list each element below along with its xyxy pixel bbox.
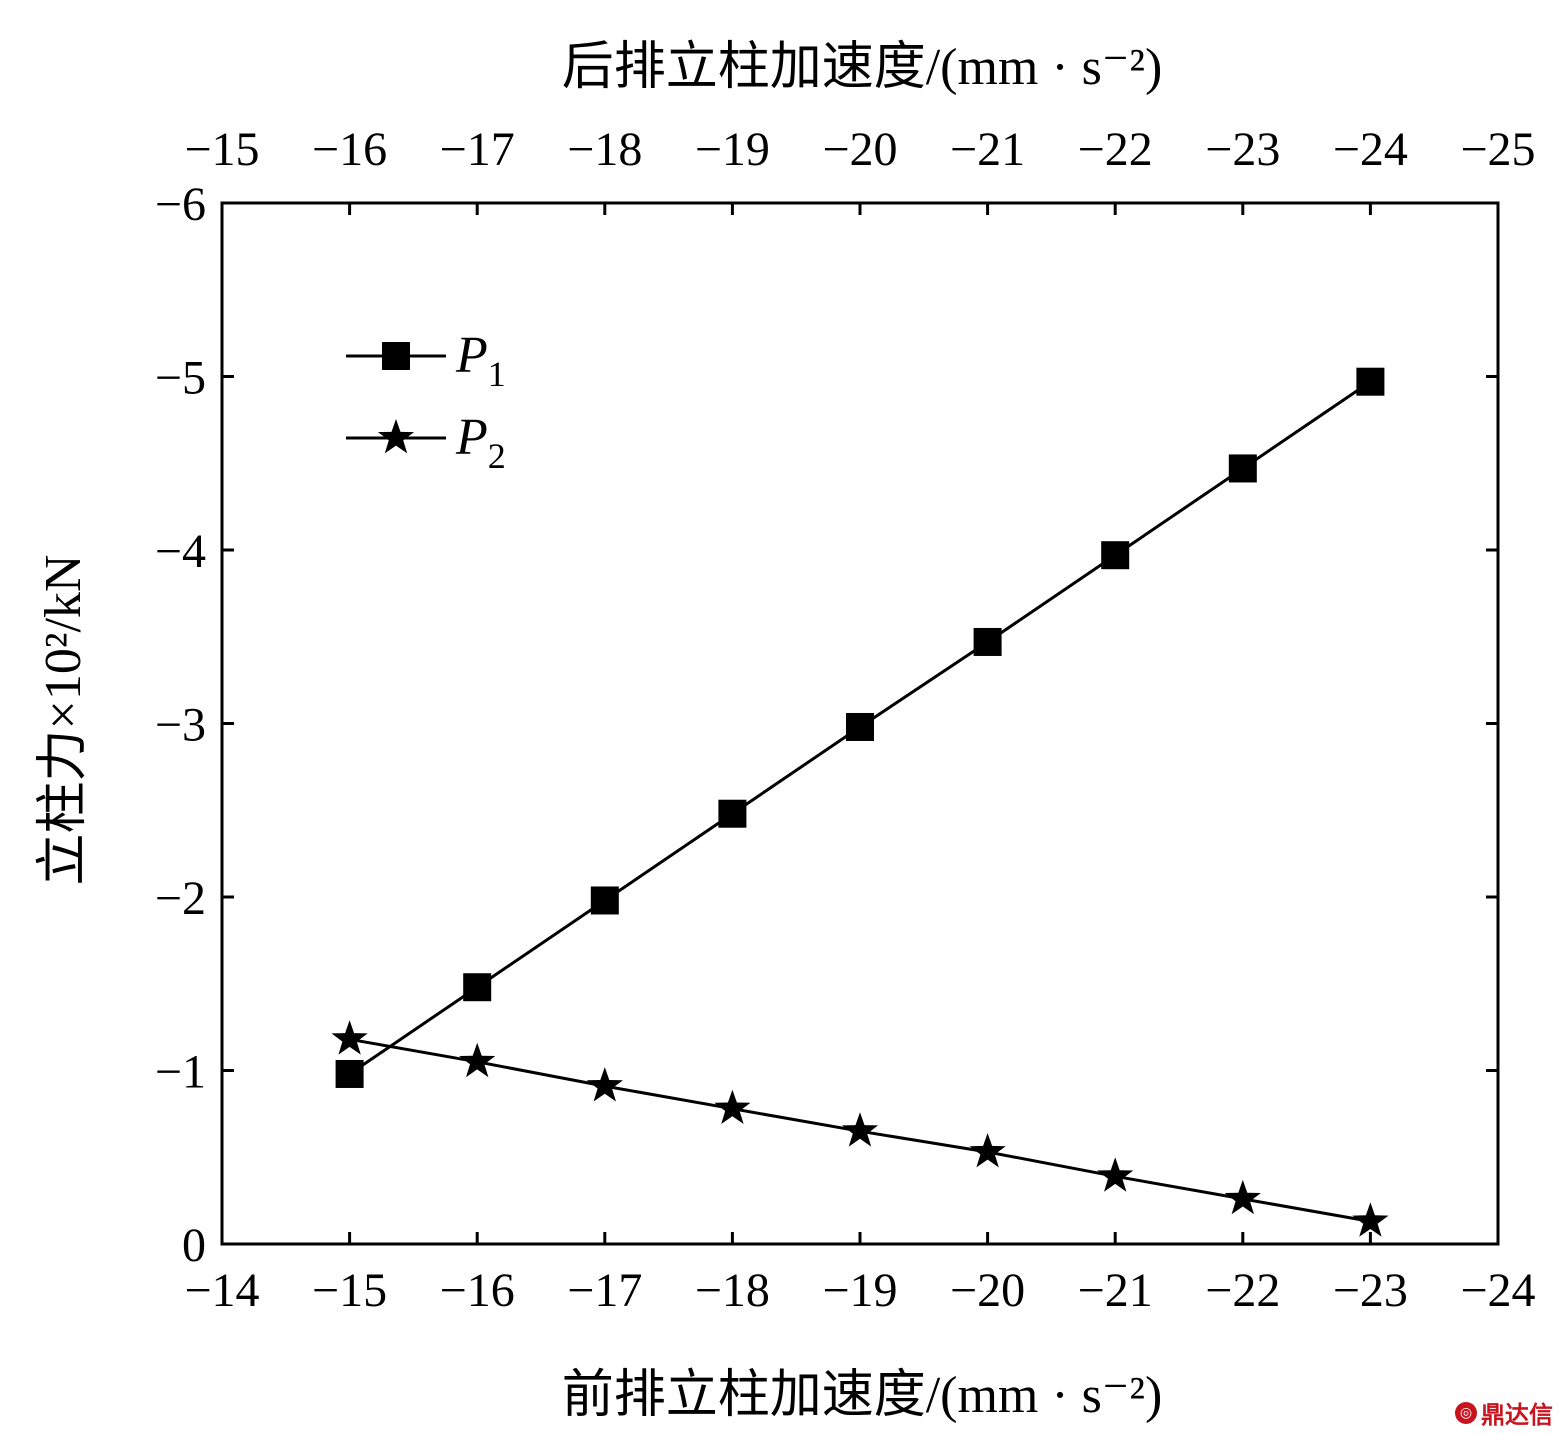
data-series — [331, 367, 1389, 1237]
data-point-P1 — [463, 973, 492, 1002]
data-point-P1 — [973, 627, 1002, 656]
data-point-P1 — [590, 886, 619, 915]
legend-item-P1: P1 — [346, 327, 506, 394]
data-point-P1 — [1228, 454, 1257, 483]
data-point-P2 — [586, 1067, 623, 1102]
x2-tick-label: −19 — [695, 123, 770, 176]
watermark-text: 鼎达信 — [1481, 1401, 1553, 1429]
watermark: ◎ 鼎达信 — [1455, 1395, 1553, 1430]
y-tick-label: −5 — [155, 352, 206, 405]
logo-icon: ◎ — [1455, 1401, 1477, 1424]
y-tick-label: −6 — [155, 178, 206, 231]
axis-tick-labels: −14 −15 −16 −17 −18 −19 −20 −21 −22 −23 −24−15 −16−… — [155, 123, 1536, 1317]
y-axis-title: 立柱力×10²/kN — [35, 555, 92, 886]
series-P1 — [335, 367, 1385, 1088]
x-tick-label: −20 — [950, 1264, 1025, 1317]
data-point-P2 — [969, 1133, 1006, 1168]
x-tick-label: −24 — [1460, 1264, 1535, 1317]
x2-tick-label: −22 — [1078, 123, 1153, 176]
x-tick-label: −19 — [822, 1264, 897, 1317]
x-tick-label: −15 — [312, 1264, 387, 1317]
data-point-P2 — [459, 1042, 496, 1078]
x2-tick-label: −23 — [1205, 123, 1280, 176]
data-point-P1 — [335, 1059, 364, 1088]
x-axis-title: 前排立柱加速度/(mm · s⁻²) — [562, 1367, 1163, 1424]
x2-tick-label: −15 — [184, 123, 259, 176]
axis-ticks — [220, 201, 1500, 1246]
x2-tick-label: −21 — [950, 123, 1025, 176]
y-tick-label: −3 — [155, 699, 206, 752]
data-point-P2 — [1352, 1202, 1389, 1237]
data-point-P1 — [718, 799, 747, 828]
x-tick-label: −14 — [184, 1264, 259, 1317]
x2-tick-label: −16 — [312, 123, 387, 176]
x-tick-label: −18 — [695, 1264, 770, 1317]
x2-tick-label: −17 — [440, 123, 515, 176]
data-point-P1 — [1356, 367, 1385, 396]
legend-marker — [377, 419, 415, 454]
x2-axis-title: 后排立柱加速度/(mm · s⁻²) — [562, 39, 1163, 96]
x-tick-label: −21 — [1078, 1264, 1153, 1317]
y-tick-label: 0 — [182, 1219, 206, 1272]
y-tick-label: −4 — [155, 525, 206, 578]
legend-label: P2 — [455, 409, 506, 476]
legend-label: P1 — [455, 327, 506, 394]
y-tick-label: −1 — [155, 1046, 206, 1099]
data-point-P2 — [1224, 1179, 1261, 1215]
y-tick-label: −2 — [155, 872, 206, 925]
data-point-P2 — [714, 1089, 751, 1124]
x-tick-label: −22 — [1205, 1264, 1280, 1317]
legend-marker — [382, 342, 410, 370]
x-tick-label: −17 — [567, 1264, 642, 1317]
data-point-P1 — [1101, 541, 1130, 570]
data-point-P2 — [841, 1112, 879, 1147]
x2-tick-label: −24 — [1333, 123, 1408, 176]
data-point-P2 — [331, 1020, 368, 1055]
data-point-P2 — [1097, 1157, 1134, 1192]
x2-tick-label: −18 — [567, 123, 642, 176]
legend-item-P2: P2 — [346, 409, 506, 476]
data-point-P1 — [846, 712, 874, 741]
x-tick-label: −23 — [1333, 1264, 1408, 1317]
x-tick-label: −16 — [440, 1264, 515, 1317]
x2-tick-label: −20 — [822, 123, 897, 176]
series-P2 — [331, 1020, 1389, 1237]
x2-tick-label: −25 — [1460, 123, 1535, 176]
